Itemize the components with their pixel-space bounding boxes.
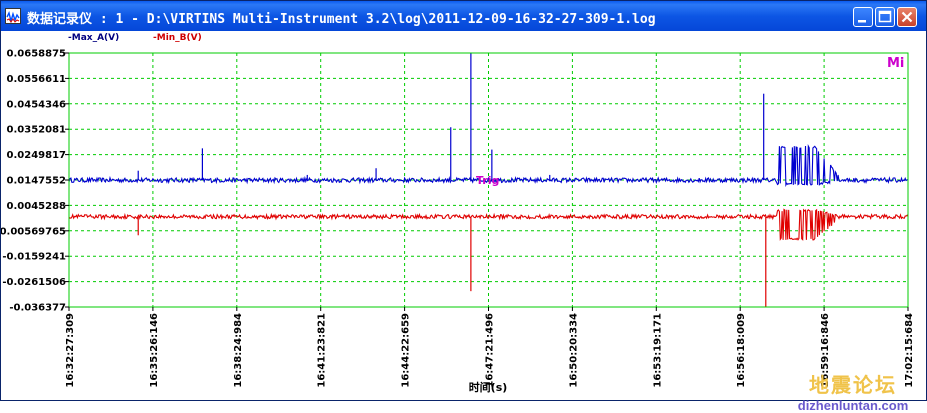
series-min-b	[68, 208, 909, 307]
corner-label: Mi	[887, 56, 904, 71]
plot-area[interactable]: -Max_A(V) -Min_B(V) Trig Mi 0.0658875 0.0…	[0, 31, 926, 413]
y-tick-label: -0.036377	[9, 303, 66, 314]
y-tick-label: 0.0045288	[7, 201, 67, 212]
x-tick-label: 16:38:24:984	[233, 313, 244, 388]
y-tick-label: 0.0556611	[7, 74, 67, 85]
watermark-chinese-text: 地震论坛	[809, 373, 897, 397]
minimize-icon	[858, 20, 866, 23]
y-tick-label: -0.0159241	[2, 252, 66, 263]
minimize-button[interactable]	[853, 7, 873, 27]
x-tick-label: 16:35:26:146	[149, 313, 160, 388]
y-tick-label: 0.0249817	[7, 150, 67, 161]
x-tick-label: 16:44:22:659	[401, 313, 412, 388]
y-tick-label: 0.0147552	[7, 176, 67, 187]
x-tick-label: 16:32:27:309	[65, 313, 76, 388]
grid-lines	[69, 53, 908, 307]
x-tick-label: 16:47:21:496	[485, 313, 496, 388]
x-tick-label: 16:56:18:009	[736, 313, 747, 388]
legend-series-b: -Min_B(V)	[153, 33, 202, 43]
x-tick-label: 16:50:20:334	[568, 313, 579, 388]
x-tick-label: 16:59:16:846	[820, 313, 831, 388]
x-tick-label: 17:02:15:684	[904, 313, 915, 388]
x-axis: 16:32:27:309 16:35:26:146 16:38:24:984 16:4…	[65, 307, 915, 388]
legend-series-a: -Max_A(V)	[68, 33, 119, 43]
title-bar[interactable]: 数据记录仪 : 1 - D:\VIRTINS Multi-Instrument …	[1, 1, 926, 31]
y-tick-label: -0.0261506	[2, 277, 66, 288]
site-watermark: 地震论坛 dizhenluntan.com	[788, 369, 918, 413]
data-logger-chart[interactable]: -Max_A(V) -Min_B(V) Trig Mi 0.06588750.0…	[0, 31, 926, 400]
maximize-icon	[878, 10, 892, 23]
y-tick-label: 0.0658875	[7, 49, 67, 60]
x-axis-title: 时间(s)	[469, 380, 508, 394]
trigger-marker-label: Trig	[476, 174, 499, 187]
y-tick-label: 0.0454346	[7, 99, 67, 110]
series-trace-a	[68, 143, 909, 188]
y-axis: 0.0658875 0.0556611 0.0454346 0.0352081 0.02…	[0, 49, 69, 314]
app-waveform-icon	[5, 8, 21, 24]
x-tick-label: 16:41:23:821	[317, 313, 328, 388]
y-tick-label: 0.0352081	[7, 125, 67, 136]
window-title: 数据记录仪 : 1 - D:\VIRTINS Multi-Instrument …	[27, 12, 656, 27]
y-tick-label: -0.00569765	[1, 226, 66, 237]
maximize-button[interactable]	[875, 7, 895, 27]
watermark-url: dizhenluntan.com	[797, 398, 909, 413]
series-trace-b	[68, 208, 909, 241]
series-max-a	[68, 53, 909, 188]
x-tick-label: 16:53:19:171	[652, 313, 663, 388]
close-button[interactable]	[897, 7, 917, 27]
close-icon	[901, 11, 913, 23]
